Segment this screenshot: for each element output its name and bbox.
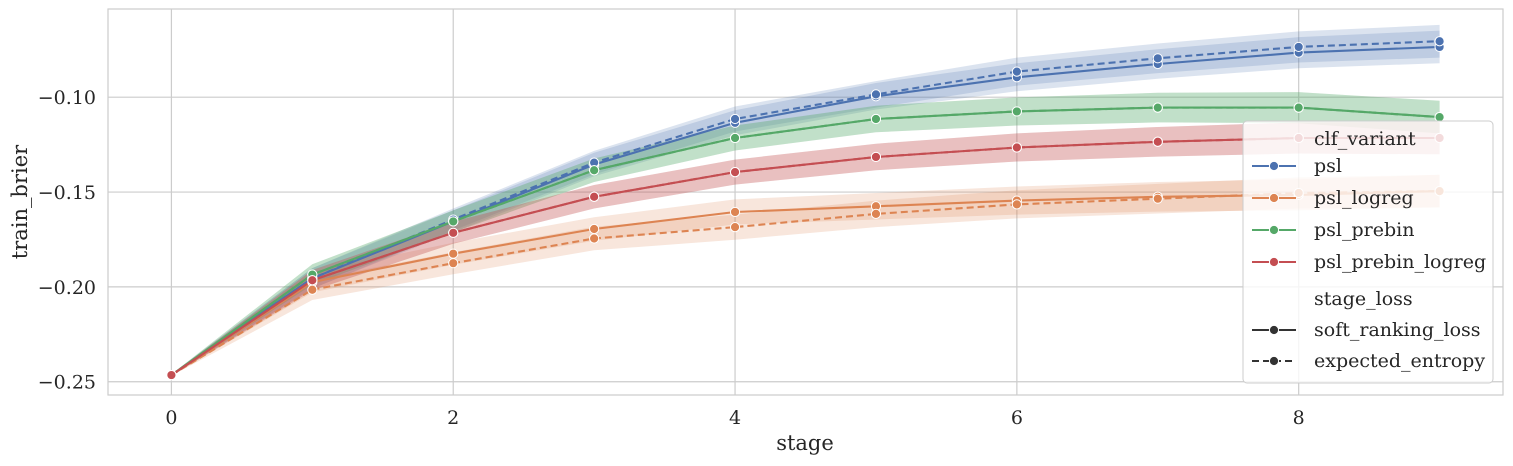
data-point-psl_prebin_logreg-expected_entropy (729, 167, 741, 178)
legend-hue-entries: psl psl_logreg psl_prebin psl_prebin_logreg (1252, 155, 1486, 273)
data-point-psl_prebin-expected_entropy (1434, 112, 1445, 123)
y-axis-ticks: −0.25 −0.20 −0.15 −0.10 (38, 87, 96, 394)
data-point-psl_logreg-expected_entropy (1011, 199, 1022, 210)
x-tick-label: 6 (1011, 407, 1023, 429)
data-point-psl_prebin-expected_entropy (1011, 106, 1022, 117)
legend-style-label: soft_ranking_loss (1314, 319, 1481, 341)
data-point-psl_logreg-expected_entropy (870, 208, 882, 219)
x-tick-label: 2 (447, 407, 459, 429)
data-point-psl-expected_entropy (1434, 36, 1445, 47)
data-point-psl_logreg-soft_ranking_loss (729, 206, 741, 218)
data-point-psl_logreg-expected_entropy (307, 284, 318, 295)
legend-swatch-marker (1268, 224, 1280, 236)
legend-entry-label: psl_logreg (1314, 187, 1414, 209)
series-markers (166, 36, 1445, 381)
legend-hue-title: clf_variant (1314, 128, 1416, 150)
series-line-psl_prebin-expected_entropy (170, 106, 1440, 376)
legend-box (1242, 120, 1494, 384)
data-point-psl_logreg-soft_ranking_loss (589, 223, 600, 235)
legend-style-marker (1268, 324, 1280, 336)
data-point-psl_prebin_logreg-expected_entropy (1152, 136, 1163, 147)
legend-entry-label: psl (1314, 155, 1342, 177)
data-point-psl_prebin_logreg-expected_entropy (1011, 142, 1022, 153)
y-tick-label: −0.25 (38, 372, 96, 394)
legend-style-label: expected_entropy (1314, 350, 1485, 372)
legend-style-entries: soft_ranking_loss expected_entropy (1252, 319, 1485, 372)
data-point-psl_logreg-soft_ranking_loss (448, 248, 459, 259)
y-tick-label: −0.20 (38, 277, 96, 299)
series-lines (170, 40, 1440, 376)
ci-band-psl-soft_ranking_loss (171, 30, 1440, 376)
x-axis-ticks: 0 2 4 6 8 (165, 407, 1304, 429)
legend-style-title: stage_loss (1314, 288, 1413, 310)
data-point-psl_prebin-expected_entropy (729, 132, 741, 144)
data-point-psl_prebin_logreg-expected_entropy (870, 151, 882, 163)
data-point-psl_prebin-expected_entropy (448, 216, 459, 227)
data-point-psl_prebin-expected_entropy (1152, 102, 1163, 113)
y-axis-label: train_brier (8, 144, 32, 259)
data-point-psl-expected_entropy (729, 113, 741, 125)
ci-band-psl-expected_entropy (171, 24, 1440, 376)
y-tick-label: −0.10 (38, 87, 96, 109)
data-point-psl_logreg-expected_entropy (448, 258, 459, 269)
series-line-psl_logreg-expected_entropy (170, 190, 1440, 376)
ci-band-psl_prebin-soft_ranking_loss (171, 92, 1440, 376)
data-point-psl_logreg-expected_entropy (1152, 193, 1163, 204)
data-point-psl-expected_entropy (870, 89, 882, 100)
x-tick-label: 0 (165, 407, 177, 429)
legend-style-marker (1268, 355, 1280, 367)
series-line-psl_prebin_logreg-expected_entropy (170, 136, 1440, 376)
x-tick-label: 4 (729, 407, 741, 429)
data-point-psl-expected_entropy (1011, 66, 1022, 77)
legend-swatch-marker (1268, 160, 1280, 172)
data-point-psl_prebin-expected_entropy (870, 113, 882, 125)
y-tick-label: −0.15 (38, 182, 96, 204)
legend: clf_variant stage_loss psl psl_logreg psl_… (1242, 120, 1494, 384)
data-point-psl_logreg-expected_entropy (589, 233, 600, 244)
data-point-psl_prebin-expected_entropy (1293, 102, 1304, 113)
legend-entry-label: psl_prebin (1314, 219, 1414, 241)
data-point-psl_prebin_logreg-expected_entropy (589, 191, 600, 202)
legend-swatch-marker (1268, 192, 1280, 204)
x-tick-label: 8 (1293, 407, 1305, 429)
data-point-psl_prebin_logreg-expected_entropy (448, 227, 459, 238)
data-point-psl-expected_entropy (1152, 53, 1163, 64)
ci-band-psl_prebin-expected_entropy (171, 92, 1440, 376)
x-axis-label: stage (776, 431, 834, 455)
legend-swatch-marker (1268, 256, 1280, 268)
data-point-psl_prebin-expected_entropy (589, 165, 600, 176)
data-point-psl_prebin_logreg-expected_entropy (307, 275, 318, 286)
series-line-psl_logreg-soft_ranking_loss (170, 190, 1440, 376)
data-point-psl_prebin_logreg-expected_entropy (166, 369, 177, 381)
plot-frame (107, 8, 1504, 396)
data-point-psl-expected_entropy (1293, 41, 1304, 53)
legend-entry-label: psl_prebin_logreg (1314, 251, 1486, 273)
data-point-psl_logreg-expected_entropy (729, 222, 741, 233)
